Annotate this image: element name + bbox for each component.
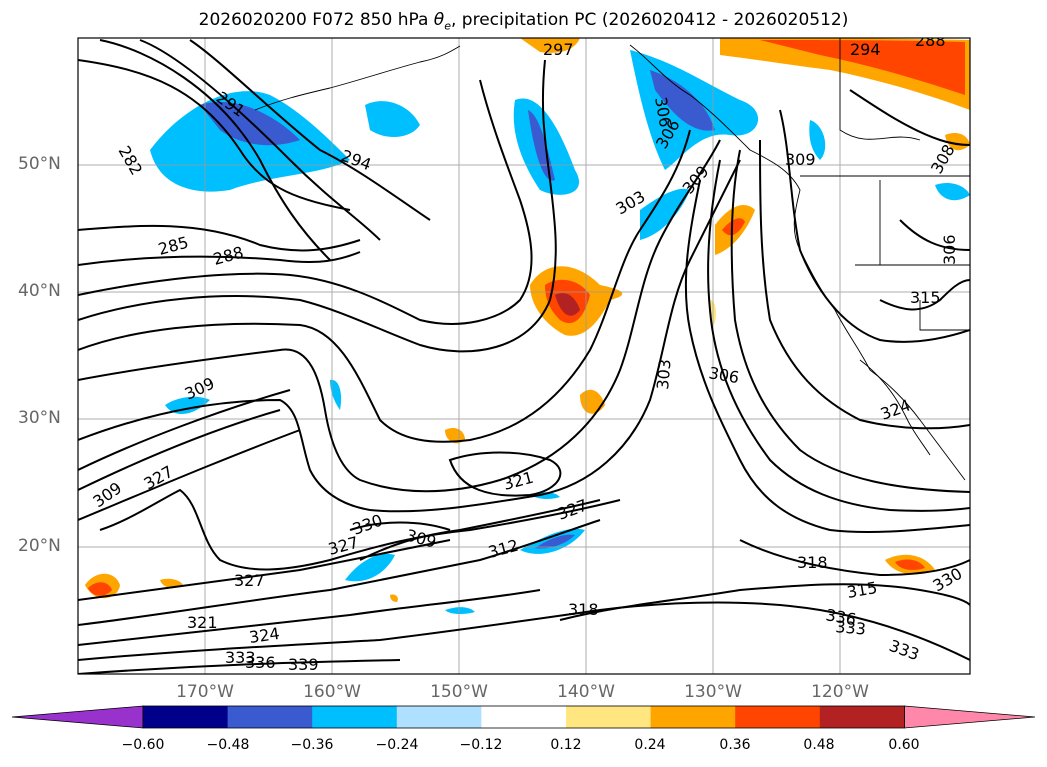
lon-label: 150°W bbox=[430, 682, 488, 702]
lon-label: 120°W bbox=[811, 682, 869, 702]
contour-label: 333 bbox=[225, 648, 256, 667]
colorbar-tick: −0.48 bbox=[206, 737, 250, 753]
title-sub: e bbox=[444, 19, 451, 33]
colorbar-tick: 0.48 bbox=[803, 737, 835, 753]
contour-label: 288 bbox=[915, 31, 946, 50]
contour-label: 333 bbox=[835, 617, 867, 639]
colorbar-tick: 0.12 bbox=[550, 737, 582, 753]
contour-label: 318 bbox=[568, 600, 599, 619]
colorbar-tick: −0.60 bbox=[121, 737, 165, 753]
title-main: 2026020200 F072 850 hPa bbox=[198, 10, 434, 30]
coastlines bbox=[254, 38, 970, 481]
lat-label: 40°N bbox=[18, 281, 61, 301]
lat-label: 30°N bbox=[18, 408, 61, 428]
title-rest: , precipitation PC (2026020412 - 2026020… bbox=[450, 10, 849, 30]
colorbar-tick: 0.24 bbox=[634, 737, 666, 753]
contour-label: 324 bbox=[248, 624, 281, 647]
lat-label: 50°N bbox=[18, 154, 61, 174]
contour-label: 303 bbox=[653, 358, 675, 390]
contour-label: 318 bbox=[797, 553, 828, 572]
colorbar-tick: 0.60 bbox=[888, 737, 920, 753]
map-content: 297 294 288 291 294 282 306 285 288 303 … bbox=[78, 31, 970, 674]
lon-label: 160°W bbox=[303, 682, 361, 702]
contour-label: 327 bbox=[234, 571, 265, 590]
contour-label: 297 bbox=[543, 40, 574, 59]
lon-label: 130°W bbox=[684, 682, 742, 702]
map-border bbox=[77, 37, 971, 675]
contour-label: 321 bbox=[187, 613, 218, 632]
contour-label: 306 bbox=[940, 234, 959, 265]
theta-e-contours bbox=[78, 39, 970, 674]
colorbar-tick: −0.12 bbox=[459, 737, 503, 753]
title-theta: θ bbox=[433, 10, 445, 30]
contour-label: 336 bbox=[245, 653, 276, 672]
contour-label: 309 bbox=[785, 150, 816, 169]
lon-label: 170°W bbox=[176, 682, 234, 702]
colorbar-tick: −0.36 bbox=[290, 737, 334, 753]
lon-label: 140°W bbox=[557, 682, 615, 702]
lat-label: 20°N bbox=[18, 536, 61, 556]
contour-label: 339 bbox=[288, 655, 319, 674]
colorbar-tick: −0.24 bbox=[375, 737, 419, 753]
contour-label: 315 bbox=[910, 288, 941, 307]
colorbar-tick: 0.36 bbox=[719, 737, 751, 753]
contour-label: 294 bbox=[850, 40, 881, 59]
map-title: 2026020200 F072 850 hPa θe, precipitatio… bbox=[0, 10, 1047, 32]
